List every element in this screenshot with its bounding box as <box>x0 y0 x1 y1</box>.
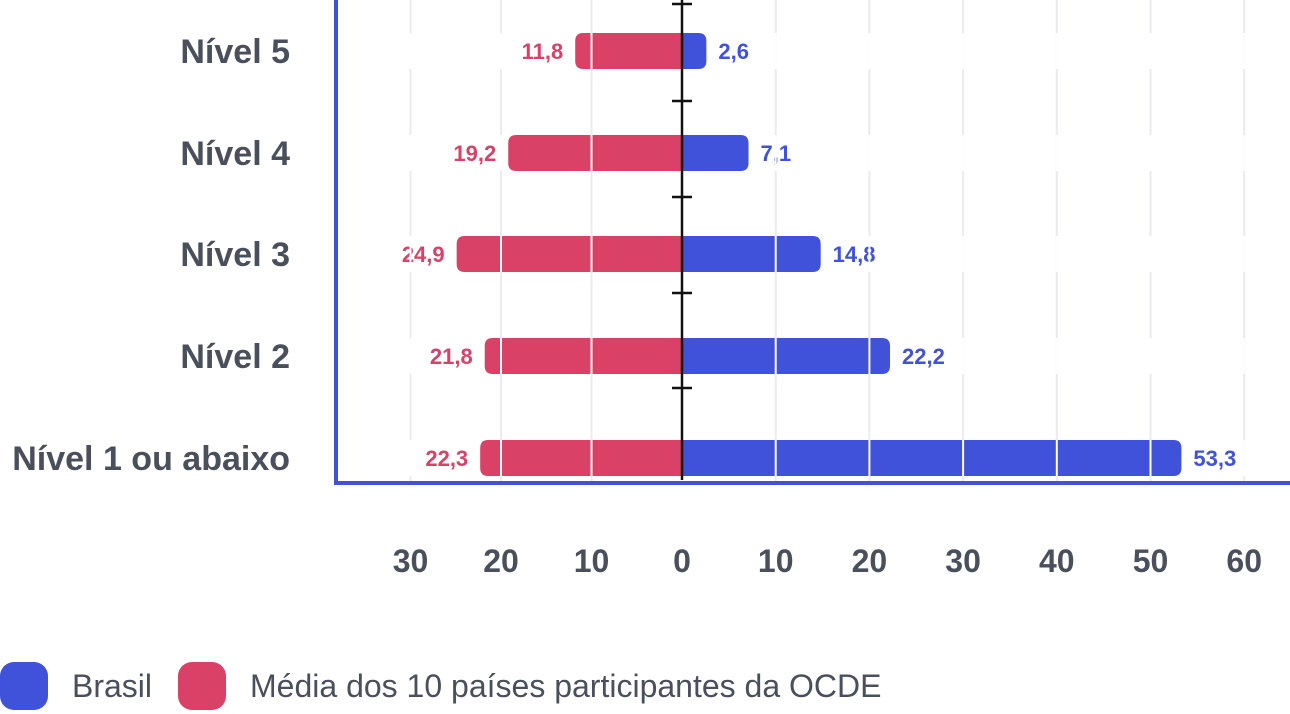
bar-ocde-n-vel-5 <box>575 33 682 69</box>
value-label-ocde-n-vel-5: 11,8 <box>522 39 564 64</box>
bar-brasil-n-vel-2 <box>682 338 891 374</box>
value-label-brasil-n-vel-5: 2,6 <box>718 39 749 64</box>
category-labels: Nível 5 Nível 4 Nível 3 Nível 2 Nível 1 ou a… <box>12 33 290 478</box>
bar-brasil-n-vel-5 <box>682 33 707 69</box>
value-label-ocde-n-vel-2: 21,8 <box>430 344 473 369</box>
value-label-brasil-n-vel-1-ou-abaixo: 53,3 <box>1193 446 1236 471</box>
tick-label-zero-0: 0 <box>673 543 691 579</box>
category-label-n-vel-2: Nível 2 <box>180 338 290 376</box>
legend: Brasil Média dos 10 países participantes… <box>0 660 907 712</box>
bar-ocde-n-vel-4 <box>508 135 682 171</box>
tick-label-right-10: 10 <box>758 543 794 579</box>
tick-labels: 30 20 10 0 10 20 30 40 50 60 <box>393 543 1262 579</box>
tick-label-right-20: 20 <box>852 543 888 579</box>
legend-label-brasil: Brasil <box>72 667 153 704</box>
bars: 2,611,87,119,214,824,922,221,853,322,3 <box>402 33 1246 476</box>
bar-brasil-n-vel-4 <box>682 135 749 171</box>
value-label-ocde-n-vel-3: 24,9 <box>402 242 445 267</box>
legend-swatch-ocde <box>178 662 227 710</box>
legend-swatch-brasil <box>0 662 48 710</box>
value-label-ocde-n-vel-1-ou-abaixo: 22,3 <box>425 446 468 471</box>
tick-label-right-50: 50 <box>1133 543 1169 579</box>
value-label-brasil-n-vel-3: 14,8 <box>833 242 876 267</box>
tick-label-left-20: 20 <box>483 543 519 579</box>
bar-brasil-n-vel-3 <box>682 236 821 272</box>
value-label-ocde-n-vel-4: 19,2 <box>453 141 496 166</box>
tick-label-left-10: 10 <box>574 543 610 579</box>
tick-label-left-30: 30 <box>393 543 429 579</box>
bar-ocde-n-vel-1-ou-abaixo <box>480 440 682 476</box>
legend-item-brasil: Brasil <box>0 662 152 710</box>
tick-label-right-40: 40 <box>1039 543 1075 579</box>
bar-ocde-n-vel-3 <box>456 236 682 272</box>
value-label-brasil-n-vel-2: 22,2 <box>902 344 945 369</box>
legend-label-ocde: Média dos 10 países participantes da OCD… <box>250 667 882 704</box>
tick-label-right-60: 60 <box>1226 543 1262 579</box>
bar-ocde-n-vel-2 <box>484 338 682 374</box>
diverging-bar-chart: 2,611,87,119,214,824,922,221,853,322,3 N… <box>12 0 1290 579</box>
category-label-n-vel-3: Nível 3 <box>180 236 290 274</box>
category-label-n-vel-4: Nível 4 <box>180 135 290 173</box>
tick-label-right-30: 30 <box>945 543 981 579</box>
bar-brasil-n-vel-1-ou-abaixo <box>682 440 1182 476</box>
axes <box>334 0 1290 485</box>
category-label-n-vel-1-ou-abaixo: Nível 1 ou abaixo <box>12 440 290 478</box>
category-label-n-vel-5: Nível 5 <box>180 33 290 71</box>
legend-item-ocde: Média dos 10 países participantes da OCD… <box>178 662 881 710</box>
